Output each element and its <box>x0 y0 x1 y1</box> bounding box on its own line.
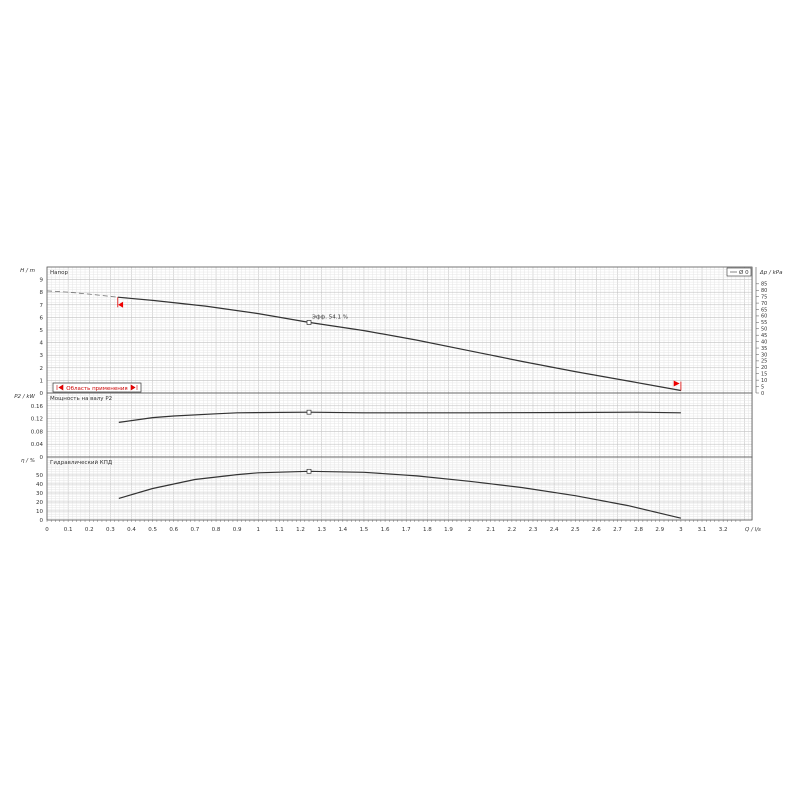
range-label-box <box>52 382 142 393</box>
x-tick-label: 0.4 <box>127 527 136 533</box>
y-axis-label: P2 / kW <box>14 394 35 400</box>
y-tick-label: 0.04 <box>31 442 44 448</box>
range-right-arrow-icon <box>130 384 138 391</box>
x-tick-label: 0.3 <box>106 527 115 533</box>
y-tick-label: 30 <box>36 491 43 497</box>
efficiency-annotation: Эфф. 54.1 % <box>312 314 348 320</box>
right-tick-label: 25 <box>761 359 767 365</box>
right-tick-label: 15 <box>761 372 767 378</box>
y-tick-label: 10 <box>36 509 43 515</box>
right-tick-label: 65 <box>761 307 767 313</box>
right-axis-label: Δp / kPa <box>759 270 783 276</box>
curve-line <box>46 290 118 298</box>
x-tick-label: 0.5 <box>148 527 157 533</box>
x-tick-label: 2.3 <box>529 527 538 533</box>
right-tick-label: 40 <box>761 339 767 345</box>
right-tick-label: 75 <box>761 294 767 300</box>
right-tick-label: 0 <box>761 391 764 397</box>
y-tick-label: 0.08 <box>31 429 44 435</box>
x-tick-label: 3.1 <box>698 527 707 533</box>
right-tick-label: 70 <box>761 301 767 307</box>
operating-point-marker <box>306 320 312 325</box>
panel-title: Гидравлический КПД <box>50 459 113 466</box>
right-tick-label: 10 <box>761 378 767 384</box>
range-start-arrow <box>118 301 124 308</box>
legend-label: Ø 0 <box>739 269 749 276</box>
x-tick-label: 0.9 <box>233 527 242 533</box>
y-tick-label: 5 <box>40 328 44 334</box>
x-tick-label: 1.2 <box>296 527 305 533</box>
x-tick-label: 0.1 <box>64 527 73 533</box>
x-tick-label: 1.6 <box>381 527 390 533</box>
x-tick-label: 1.9 <box>444 527 453 533</box>
x-tick-label: 0.8 <box>212 527 221 533</box>
x-tick-label: 0.2 <box>85 527 94 533</box>
y-tick-label: 40 <box>36 482 43 488</box>
right-tick-label: 35 <box>761 346 767 352</box>
y-tick-label: 50 <box>36 473 43 479</box>
x-tick-label: 2.6 <box>592 527 601 533</box>
x-tick-label: 1.4 <box>338 527 347 533</box>
right-tick-label: 20 <box>761 365 767 371</box>
y-tick-label: 4 <box>40 341 44 347</box>
y-tick-label: 0.16 <box>31 404 44 410</box>
x-tick-label: 2.5 <box>571 527 580 533</box>
right-tick-label: 50 <box>761 327 767 333</box>
panel-frame <box>46 456 753 521</box>
curve-line <box>118 470 682 519</box>
right-tick-label: 45 <box>761 333 767 339</box>
x-tick-label: 1.8 <box>423 527 432 533</box>
y-axis-label: η / % <box>21 458 35 464</box>
x-tick-label: 2.2 <box>507 527 516 533</box>
x-tick-label: 3 <box>679 527 683 533</box>
x-tick-label: 2.8 <box>634 527 643 533</box>
y-tick-label: 1 <box>40 378 44 384</box>
right-tick-label: 5 <box>761 384 764 390</box>
range-end-arrow <box>673 380 680 387</box>
operating-point-marker <box>306 468 312 474</box>
y-tick-label: 3 <box>40 353 44 359</box>
x-tick-label: 0 <box>45 527 49 533</box>
y-tick-label: 8 <box>40 290 44 296</box>
y-tick-label: 2 <box>40 366 44 372</box>
x-tick-label: 2.9 <box>655 527 664 533</box>
y-tick-label: 0 <box>40 391 44 397</box>
y-tick-label: 7 <box>40 303 44 309</box>
right-tick-label: 85 <box>761 282 767 288</box>
y-tick-label: 0 <box>40 455 44 461</box>
y-tick-label: 6 <box>40 315 44 321</box>
x-tick-label: 2 <box>468 527 472 533</box>
x-tick-label: 3.2 <box>719 527 728 533</box>
y-tick-label: 0.12 <box>31 417 43 423</box>
x-tick-label: 0.7 <box>191 527 200 533</box>
x-tick-label: 1.5 <box>360 527 369 533</box>
legend-box <box>726 267 752 277</box>
curve-line <box>117 296 682 392</box>
y-tick-label: 0 <box>40 518 44 524</box>
operating-point-marker <box>306 409 312 415</box>
x-tick-label: 2.1 <box>486 527 495 533</box>
x-tick-label: 0.6 <box>169 527 178 533</box>
y-tick-label: 20 <box>36 500 43 506</box>
range-left-arrow-icon <box>56 384 64 391</box>
y-axis-label: H / m <box>20 268 35 274</box>
right-tick-label: 60 <box>761 314 767 320</box>
x-axis-label: Q / l/s <box>745 527 761 533</box>
x-tick-label: 1.7 <box>402 527 411 533</box>
x-tick-label: 2.7 <box>613 527 622 533</box>
range-label: Область применения <box>66 386 127 392</box>
x-tick-label: 1 <box>257 527 261 533</box>
x-tick-label: 2.4 <box>550 527 559 533</box>
panel-title: Мощность на валу P2 <box>50 396 112 402</box>
y-tick-label: 9 <box>40 278 44 284</box>
right-tick-label: 30 <box>761 352 767 358</box>
right-tick-label: 55 <box>761 320 767 326</box>
right-tick-label: 80 <box>761 288 767 294</box>
x-tick-label: 1.3 <box>317 527 326 533</box>
x-tick-label: 1.1 <box>275 527 284 533</box>
panel-title: Напор <box>50 270 68 276</box>
